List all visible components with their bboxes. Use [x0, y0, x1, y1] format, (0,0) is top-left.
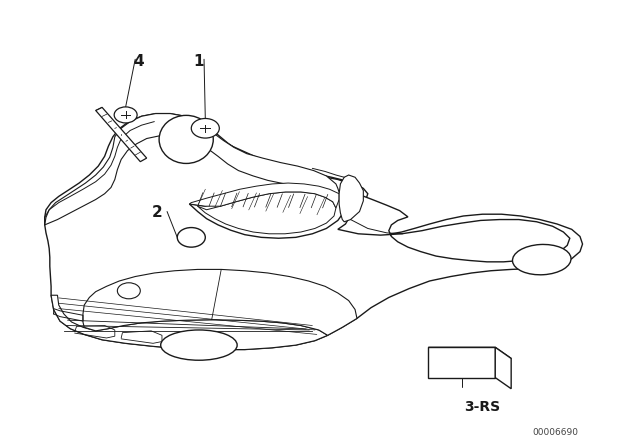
- Text: 4: 4: [133, 54, 144, 69]
- Polygon shape: [428, 347, 495, 378]
- Text: 1: 1: [194, 54, 204, 69]
- Ellipse shape: [159, 116, 213, 164]
- Circle shape: [117, 283, 140, 299]
- Ellipse shape: [513, 245, 571, 275]
- Polygon shape: [227, 144, 570, 262]
- Polygon shape: [495, 347, 511, 389]
- Polygon shape: [198, 192, 336, 234]
- Ellipse shape: [161, 330, 237, 360]
- Text: 00006690: 00006690: [532, 428, 579, 437]
- Circle shape: [114, 107, 137, 123]
- Text: 3-RS: 3-RS: [465, 401, 500, 414]
- Polygon shape: [339, 175, 364, 222]
- Circle shape: [191, 118, 220, 138]
- Polygon shape: [45, 114, 340, 225]
- Polygon shape: [83, 269, 357, 335]
- Polygon shape: [51, 295, 328, 349]
- Polygon shape: [189, 188, 344, 238]
- Polygon shape: [45, 114, 582, 349]
- Text: 2: 2: [152, 205, 163, 220]
- Circle shape: [177, 228, 205, 247]
- Polygon shape: [96, 108, 147, 162]
- Polygon shape: [428, 347, 511, 358]
- Polygon shape: [189, 183, 339, 208]
